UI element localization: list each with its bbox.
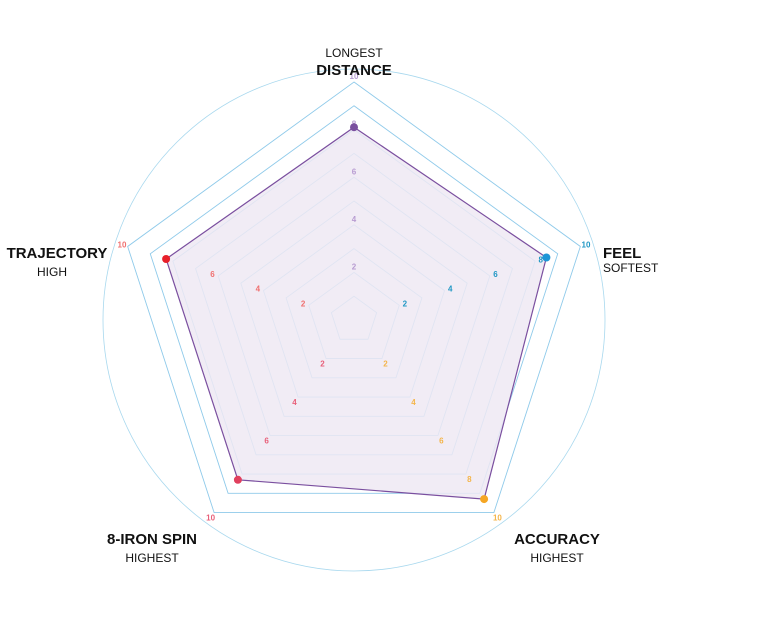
grid-ring — [149, 105, 559, 494]
axis-accuracy-label: ACCURACY — [514, 531, 600, 548]
tick-label: 6 — [264, 436, 269, 445]
tick-label: 8 — [467, 475, 472, 484]
data-point-trajectory — [162, 255, 171, 263]
data-point-spin — [233, 475, 242, 484]
axis-accuracy-sub-label: HIGHEST — [530, 551, 584, 565]
tick-label: 6 — [493, 270, 498, 279]
axis-distance-label: DISTANCE — [316, 62, 392, 79]
axis-distance-top-label: LONGEST — [325, 46, 383, 60]
data-point-feel — [542, 253, 551, 262]
tick-label: 2 — [352, 262, 357, 271]
axis-spin-label: 8-IRON SPIN — [107, 531, 197, 548]
axis-feel-sub-label: SOFTEST — [603, 261, 659, 275]
data-polygon — [165, 126, 548, 500]
axis-trajectory-sub-label: HIGH — [37, 265, 67, 279]
grid-ring — [127, 81, 581, 513]
tick-label: 10 — [206, 513, 215, 522]
tick-label: 4 — [411, 398, 416, 407]
outer-circle — [102, 68, 606, 572]
tick-label: 10 — [350, 72, 359, 81]
tick-label: 6 — [352, 167, 357, 176]
tick-label: 8 — [538, 255, 543, 264]
tick-label: 10 — [493, 513, 502, 522]
tick-label: 4 — [448, 285, 453, 294]
tick-label: 2 — [383, 359, 388, 368]
tick-label: 2 — [301, 300, 306, 309]
axis-trajectory-label: TRAJECTORY — [7, 245, 108, 262]
tick-label: 6 — [210, 270, 215, 279]
data-points — [162, 123, 551, 504]
axis-feel-label: FEEL — [603, 245, 641, 262]
tick-label: 4 — [352, 215, 357, 224]
data-point-accuracy — [480, 495, 489, 504]
data-point-distance — [350, 123, 358, 132]
tick-label: 2 — [403, 300, 408, 309]
tick-label: 2 — [320, 359, 325, 368]
axis-spin-sub-label: HIGHEST — [125, 551, 179, 565]
tick-label: 6 — [439, 436, 444, 445]
tick-label: 10 — [582, 241, 591, 250]
tick-label: 10 — [118, 241, 127, 250]
tick-label: 4 — [256, 285, 261, 294]
tick-label: 4 — [292, 398, 297, 407]
